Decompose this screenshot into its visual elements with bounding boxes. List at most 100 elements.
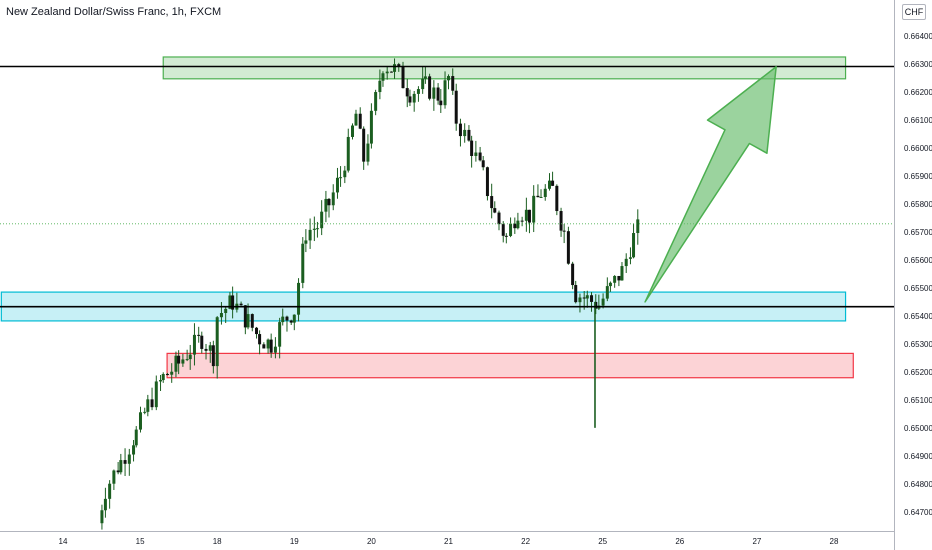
candle bbox=[192, 323, 196, 366]
candle-body bbox=[532, 195, 536, 223]
candle-body bbox=[346, 136, 350, 171]
candle bbox=[324, 190, 328, 223]
candle bbox=[262, 342, 266, 349]
candle-body bbox=[177, 355, 181, 364]
candle-body bbox=[181, 359, 185, 364]
candle bbox=[320, 200, 324, 236]
candle bbox=[159, 374, 163, 392]
candle bbox=[138, 406, 142, 433]
candle bbox=[393, 58, 397, 79]
candle bbox=[366, 134, 370, 166]
candle bbox=[278, 317, 282, 359]
candle bbox=[112, 469, 116, 490]
candle bbox=[132, 440, 136, 462]
y-tick-label: 0.65300 bbox=[904, 340, 932, 349]
x-tick-label: 18 bbox=[213, 537, 222, 546]
candle bbox=[527, 209, 531, 234]
candle bbox=[439, 89, 443, 113]
candle-body bbox=[119, 460, 123, 473]
line-layer: 0.662910.654330.65729 bbox=[0, 59, 929, 314]
candle bbox=[628, 247, 632, 265]
candle-body bbox=[366, 143, 370, 162]
candle bbox=[315, 221, 319, 238]
candle-body bbox=[590, 295, 594, 302]
y-tick-label: 0.65500 bbox=[904, 284, 932, 293]
candle-body bbox=[335, 177, 339, 193]
y-tick-label: 0.66400 bbox=[904, 32, 932, 41]
candle-body bbox=[192, 334, 196, 355]
candle bbox=[551, 171, 555, 187]
candle-body bbox=[412, 93, 416, 103]
candle bbox=[292, 314, 296, 331]
candle bbox=[524, 197, 528, 232]
candle-body bbox=[123, 460, 127, 464]
candle-body bbox=[578, 297, 582, 303]
y-tick-label: 0.64900 bbox=[904, 452, 932, 461]
candle bbox=[266, 338, 270, 354]
candle-body bbox=[292, 314, 296, 323]
candle bbox=[143, 407, 147, 415]
x-tick-label: 19 bbox=[290, 537, 299, 546]
candle bbox=[374, 89, 378, 116]
candle bbox=[617, 275, 621, 287]
candle-body bbox=[385, 71, 389, 74]
candle bbox=[346, 128, 350, 173]
candle-body bbox=[470, 140, 474, 156]
candle-body bbox=[566, 231, 570, 264]
candle bbox=[281, 308, 285, 326]
candle-body bbox=[273, 346, 277, 353]
candle-body bbox=[297, 282, 301, 315]
candle bbox=[215, 316, 219, 379]
candle-body bbox=[215, 317, 219, 367]
candle bbox=[161, 372, 165, 383]
candle bbox=[170, 363, 174, 383]
candle-body bbox=[381, 73, 385, 81]
candle bbox=[150, 387, 154, 411]
candle bbox=[608, 281, 612, 292]
candle-body bbox=[524, 209, 528, 221]
candle-body bbox=[150, 399, 154, 408]
candle-body bbox=[301, 243, 305, 283]
candle-body bbox=[509, 223, 513, 236]
candle bbox=[304, 229, 308, 253]
candle bbox=[269, 333, 273, 358]
candle-body bbox=[374, 92, 378, 111]
candle bbox=[493, 201, 497, 214]
candle bbox=[423, 66, 427, 84]
candle-body bbox=[548, 180, 552, 189]
candle-body bbox=[127, 454, 131, 464]
candle-body bbox=[308, 229, 312, 241]
candle-body bbox=[562, 230, 566, 232]
candle-body bbox=[504, 235, 508, 237]
candle-body bbox=[188, 354, 192, 360]
candle-body bbox=[208, 345, 212, 351]
candle-layer bbox=[100, 58, 640, 530]
currency-badge[interactable]: CHF bbox=[902, 4, 926, 20]
candle-body bbox=[513, 223, 517, 229]
candle-body bbox=[543, 188, 547, 197]
candle-body bbox=[134, 429, 138, 446]
candle-body bbox=[463, 129, 467, 137]
candle bbox=[289, 319, 293, 325]
candle-body bbox=[154, 381, 158, 408]
candle bbox=[362, 126, 366, 170]
candle-body bbox=[228, 295, 232, 309]
candle bbox=[331, 184, 335, 211]
candle-body bbox=[143, 411, 147, 413]
candle-body bbox=[266, 339, 270, 349]
candle bbox=[632, 223, 636, 259]
candle bbox=[574, 280, 578, 304]
candle bbox=[239, 301, 243, 306]
candle bbox=[381, 71, 385, 87]
candle-body bbox=[211, 345, 215, 367]
candle bbox=[339, 166, 343, 187]
candle bbox=[351, 123, 355, 140]
candle-body bbox=[132, 445, 136, 455]
candle bbox=[432, 80, 436, 111]
candle-body bbox=[617, 275, 621, 281]
candle bbox=[585, 290, 589, 308]
candle-body bbox=[281, 316, 285, 323]
candle bbox=[327, 197, 331, 218]
